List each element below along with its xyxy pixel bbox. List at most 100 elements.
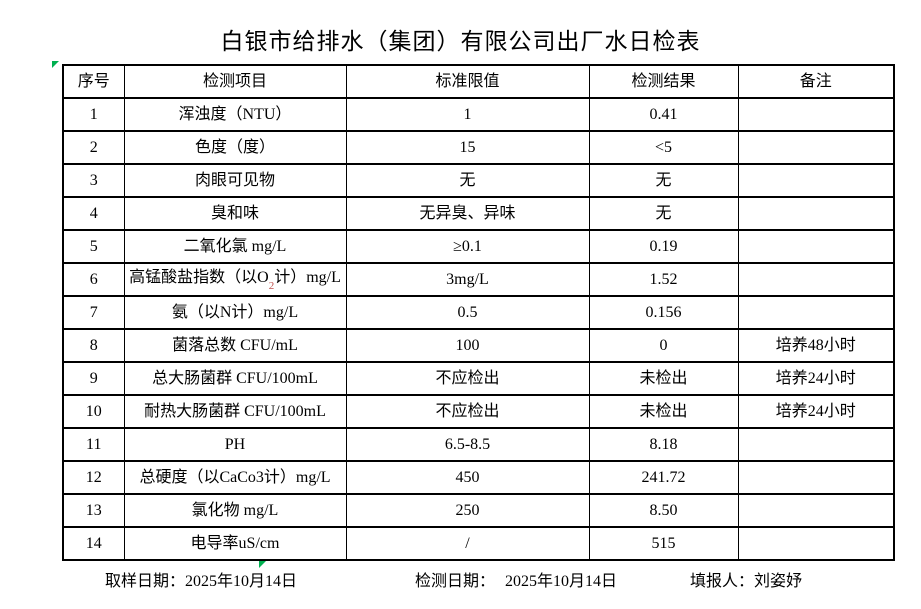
- column-header: 检测结果: [588, 64, 739, 99]
- cell-item: 氨（以N计）mg/L: [123, 295, 347, 330]
- cell-item: 臭和味: [123, 196, 347, 231]
- reporter: 填报人：刘姿妤: [690, 567, 802, 591]
- cell-limit: 0.5: [345, 295, 590, 330]
- test-date: 检测日期： 2025年10月14日: [415, 567, 617, 591]
- subscript-2: 2: [268, 279, 275, 292]
- cell-remark: [737, 163, 895, 198]
- cell-remark: 培养24小时: [737, 394, 895, 429]
- cell-limit: 6.5-8.5: [345, 427, 590, 462]
- cell-remark: [737, 130, 895, 165]
- cell-no: 12: [62, 460, 125, 495]
- cell-remark: [737, 97, 895, 132]
- column-header: 序号: [62, 64, 125, 99]
- cell-result: 无: [588, 163, 739, 198]
- table-row: 4 臭和味 无异臭、异味无: [62, 196, 895, 231]
- cell-remark: 培养24小时: [737, 361, 895, 396]
- item-text: 高锰酸盐指数（以O: [129, 269, 269, 287]
- reporter-label: 填报人：: [690, 573, 755, 590]
- cell-no: 8: [62, 328, 125, 363]
- table-row: 10 耐热大肠菌群 CFU/100mL 不应检出 未检出 培养24小时: [62, 394, 895, 429]
- cell-no: 6: [62, 262, 125, 297]
- cell-result: 0: [588, 328, 739, 363]
- cell-limit: 3mg/L: [345, 262, 590, 297]
- cell-result: <5: [588, 130, 739, 165]
- test-date-label: 检测日期：: [415, 573, 496, 590]
- cell-item: 耐热大肠菌群 CFU/100mL: [123, 394, 347, 429]
- table-row: 11 PH 6.5-8.5 8.18: [62, 427, 895, 462]
- cell-remark: [737, 196, 895, 231]
- cell-no: 5: [62, 229, 125, 264]
- cell-no: 3: [62, 163, 125, 198]
- table-row: 3 肉眼可见物无无: [62, 163, 895, 198]
- cell-limit: 无: [345, 163, 590, 198]
- cell-item: 浑浊度（NTU）: [123, 97, 347, 132]
- cell-no: 1: [62, 97, 125, 132]
- cell-no: 4: [62, 196, 125, 231]
- cell-item: 总硬度（以CaCo3计）mg/L: [123, 460, 347, 495]
- cell-limit: 1: [345, 97, 590, 132]
- cell-limit: ≥0.1: [345, 229, 590, 264]
- cell-limit: 250: [345, 493, 590, 528]
- cell-remark: [737, 229, 895, 264]
- header-row: 序号 检测项目 标准限值 检测结果 备注: [62, 64, 895, 99]
- table-body: 1 浑浊度（NTU） 1 0.41 2 色度（度） 15 <5 3 肉眼可见物无无 4 臭和味 无异臭、…: [62, 97, 895, 561]
- table-row: 9 总大肠菌群 CFU/100mL 不应检出 未检出 培养24小时: [62, 361, 895, 396]
- sampling-date-label: 取样日期：: [105, 573, 186, 590]
- excel-fill-handle-icon: [259, 561, 266, 568]
- cell-remark: [737, 526, 895, 561]
- cell-no: 9: [62, 361, 125, 396]
- cell-limit: 无异臭、异味: [345, 196, 590, 231]
- cell-no: 10: [62, 394, 125, 429]
- table-row: 8 菌落总数 CFU/mL 100 0 培养48小时: [62, 328, 895, 363]
- cell-item: 氯化物 mg/L: [123, 493, 347, 528]
- table-row: 13 氯化物 mg/L 250 8.50: [62, 493, 895, 528]
- reporter-name: 刘姿妤: [754, 573, 803, 590]
- column-header: 备注: [737, 64, 895, 99]
- cell-result: 1.52: [588, 262, 739, 297]
- cell-result: 515: [588, 526, 739, 561]
- inspection-table: 序号 检测项目 标准限值 检测结果 备注 1 浑浊度（NTU） 1 0.41 2 色度（度） 15 <…: [62, 64, 895, 561]
- column-header: 标准限值: [345, 64, 590, 99]
- cell-no: 2: [62, 130, 125, 165]
- cell-limit: 15: [345, 130, 590, 165]
- table-row: 1 浑浊度（NTU） 1 0.41: [62, 97, 895, 132]
- cell-limit: 450: [345, 460, 590, 495]
- cell-result: 8.18: [588, 427, 739, 462]
- cell-remark: [737, 427, 895, 462]
- cell-no: 13: [62, 493, 125, 528]
- cell-result: 8.50: [588, 493, 739, 528]
- cell-result: 无: [588, 196, 739, 231]
- test-date-value: 2025年10月14日: [505, 573, 618, 590]
- item-text: 计）mg/L: [274, 269, 341, 287]
- table-row: 6 高锰酸盐指数（以O2计）mg/L 3mg/L 1.52: [62, 262, 895, 297]
- table-row: 5 二氧化氯 mg/L ≥0.1 0.19: [62, 229, 895, 264]
- cell-result: 未检出: [588, 361, 739, 396]
- cell-result: 0.156: [588, 295, 739, 330]
- cell-no: 7: [62, 295, 125, 330]
- cell-item: 高锰酸盐指数（以O2计）mg/L: [123, 262, 347, 297]
- sampling-date-value: 2025年10月14日: [185, 573, 298, 590]
- table-row: 14 电导率uS/cm/515: [62, 526, 895, 561]
- cell-item: 色度（度）: [123, 130, 347, 165]
- cell-item: PH: [123, 427, 347, 462]
- cell-no: 11: [62, 427, 125, 462]
- cell-item: 总大肠菌群 CFU/100mL: [123, 361, 347, 396]
- cell-remark: [737, 295, 895, 330]
- cell-limit: 不应检出: [345, 394, 590, 429]
- table-row: 2 色度（度） 15 <5: [62, 130, 895, 165]
- cell-item: 电导率uS/cm: [123, 526, 347, 561]
- cell-item: 菌落总数 CFU/mL: [123, 328, 347, 363]
- cell-remark: [737, 460, 895, 495]
- footer: 取样日期：2025年10月14日 检测日期： 2025年10月14日 填报人：刘姿…: [0, 567, 921, 591]
- sampling-date: 取样日期：2025年10月14日: [105, 567, 297, 591]
- cell-limit: /: [345, 526, 590, 561]
- cell-no: 14: [62, 526, 125, 561]
- cell-remark: 培养48小时: [737, 328, 895, 363]
- cell-result: 241.72: [588, 460, 739, 495]
- cell-remark: [737, 262, 895, 297]
- cell-result: 0.41: [588, 97, 739, 132]
- excel-green-corner-icon: [52, 61, 59, 68]
- cell-result: 0.19: [588, 229, 739, 264]
- table-row: 12 总硬度（以CaCo3计）mg/L 450 241.72: [62, 460, 895, 495]
